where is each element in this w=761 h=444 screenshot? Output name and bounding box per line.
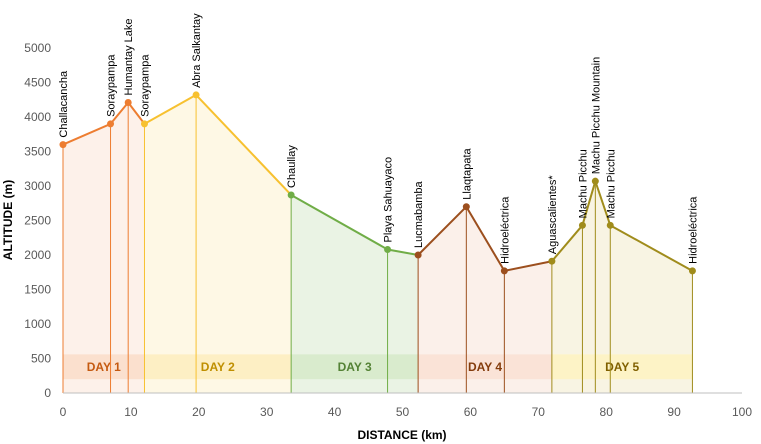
point-label: Hidroeléctrica [687, 196, 699, 264]
profile-line-day-4 [417, 205, 553, 272]
data-point [59, 141, 67, 149]
day-label-2: DAY 2 [201, 360, 235, 374]
day-band-4 [418, 354, 552, 380]
area-fill-day-4 [418, 206, 552, 393]
x-tick-label: 0 [60, 405, 67, 419]
point-label: Machu Picchu Mountain [590, 57, 602, 174]
area-fill-day-2 [144, 94, 292, 394]
data-point [287, 191, 295, 199]
x-tick-label: 100 [732, 405, 752, 419]
x-axis-title: DISTANCE (km) [357, 428, 446, 442]
point-markers [59, 91, 696, 275]
point-label: Abra Salkantay [191, 13, 203, 88]
y-axis-title: ALTITUDE (m) [1, 180, 15, 260]
y-tick-label: 4000 [24, 110, 51, 124]
x-tick-label: 40 [328, 405, 342, 419]
drop-lines [62, 94, 693, 393]
y-tick-label: 1500 [24, 283, 51, 297]
data-point [500, 267, 508, 275]
x-tick-label: 70 [532, 405, 546, 419]
x-tick-label: 50 [396, 405, 410, 419]
x-tick-label: 10 [124, 405, 138, 419]
data-point [414, 251, 422, 259]
point-label: Hidroeléctrica [499, 196, 511, 264]
data-point [192, 91, 200, 99]
area-fill-day-3 [291, 194, 419, 393]
day-band-5 [551, 354, 693, 380]
day-area-fills [63, 94, 693, 394]
y-tick-label: 2500 [24, 214, 51, 228]
day-bands: DAY 1 DAY 2 DAY 3 DAY 4 DAY 5 [63, 354, 693, 380]
y-tick-label: 500 [31, 352, 51, 366]
day-label-4: DAY 4 [468, 360, 502, 374]
data-point [578, 221, 586, 229]
profile-line-day-1 [62, 101, 146, 146]
y-tick-label: 1000 [24, 317, 51, 331]
data-point [548, 257, 556, 265]
x-tick-label: 90 [667, 405, 681, 419]
data-point [591, 177, 599, 185]
x-tick-label: 30 [260, 405, 274, 419]
point-labels: Challacancha Soraypampa Humantay Lake Soray… [58, 13, 699, 264]
x-tick-label: 80 [600, 405, 614, 419]
y-tick-label: 5000 [24, 41, 51, 55]
data-point [606, 221, 614, 229]
point-label: Machu Picchu [577, 149, 589, 218]
day-label-3: DAY 3 [338, 360, 372, 374]
data-point [107, 120, 115, 128]
day-label-5: DAY 5 [605, 360, 639, 374]
data-point [124, 99, 132, 107]
data-point [688, 267, 696, 275]
point-label: Chaullay [286, 145, 298, 188]
point-label: Soraypampa [139, 54, 151, 117]
y-tick-label: 4500 [24, 76, 51, 90]
day-label-1: DAY 1 [87, 360, 121, 374]
y-tick-label: 3000 [24, 179, 51, 193]
point-label: Playa Sahuayaco [383, 157, 395, 243]
data-point [462, 203, 470, 211]
x-tick-label: 20 [192, 405, 206, 419]
point-label: Humantay Lake [123, 18, 135, 95]
point-label: Soraypampa [106, 54, 118, 117]
area-fill-day-1 [63, 102, 145, 393]
y-tick-label: 3500 [24, 145, 51, 159]
area-fill-day-5 [551, 181, 693, 393]
point-label: Challacancha [58, 70, 70, 138]
point-label: Lucmabamba [413, 180, 425, 248]
data-point [384, 245, 392, 253]
point-label: Machu Picchu [605, 149, 617, 218]
point-label: Aguascalientes* [547, 175, 559, 255]
point-label: Llaqtapata [461, 147, 473, 199]
y-tick-label: 2000 [24, 248, 51, 262]
day-band-2 [144, 354, 292, 380]
y-tick-label: 0 [44, 386, 51, 400]
y-axis-ticks: 0 500 1000 1500 2000 2500 3000 3500 4000 4500 5000 [24, 41, 51, 400]
day-band-3 [291, 354, 419, 380]
data-point [140, 120, 148, 128]
day-band-1 [63, 354, 145, 380]
x-axis-ticks: 0 10 20 30 40 50 60 70 80 90 100 [60, 405, 753, 419]
x-tick-label: 60 [464, 405, 478, 419]
